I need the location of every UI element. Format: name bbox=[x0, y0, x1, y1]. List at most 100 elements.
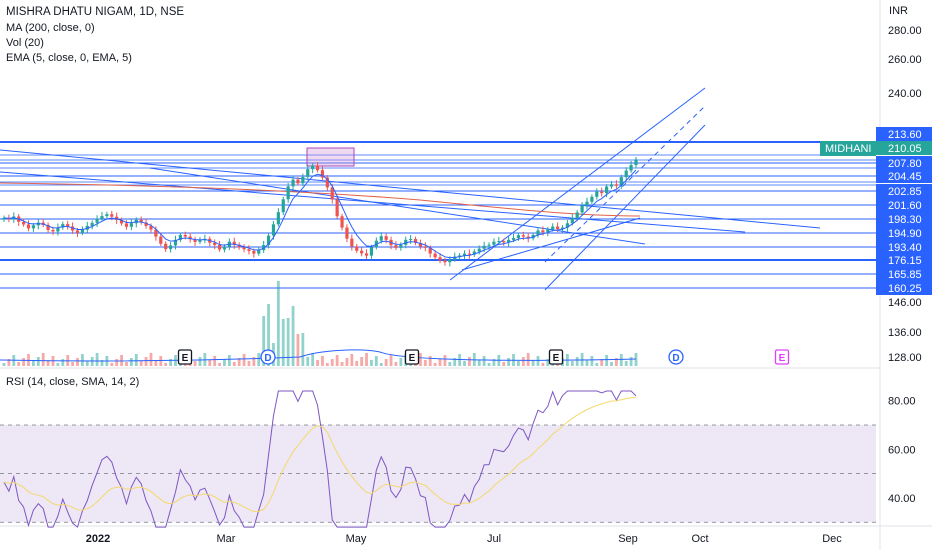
volume-bar bbox=[31, 361, 35, 366]
volume-bar bbox=[605, 355, 609, 366]
candle-body bbox=[168, 245, 173, 250]
candle-body bbox=[399, 244, 403, 248]
volume-bar bbox=[541, 363, 545, 366]
volume-bar bbox=[521, 357, 525, 366]
candle-body bbox=[575, 212, 579, 218]
price-label-box bbox=[876, 281, 932, 295]
volume-bar bbox=[443, 355, 447, 366]
volume-bar bbox=[247, 361, 251, 366]
volume-bar bbox=[345, 358, 349, 366]
candle-body bbox=[61, 224, 65, 228]
candle-body bbox=[614, 184, 619, 186]
candle-body bbox=[580, 205, 584, 213]
volume-bar bbox=[433, 363, 437, 366]
volume-bar bbox=[423, 360, 427, 366]
volume-bar bbox=[374, 356, 378, 366]
volume-bar bbox=[487, 363, 491, 366]
volume-bar bbox=[125, 362, 128, 366]
candle-body bbox=[159, 236, 163, 244]
candle-body bbox=[369, 247, 374, 256]
event-label: E bbox=[553, 353, 560, 364]
volume-bar bbox=[22, 358, 25, 366]
volume-bar bbox=[71, 362, 74, 366]
price-label: 201.60 bbox=[888, 200, 922, 212]
candle-body bbox=[428, 247, 432, 254]
event-earnings-marker bbox=[548, 349, 564, 365]
candle-body bbox=[595, 191, 599, 197]
candle-body bbox=[609, 184, 614, 187]
candle-body bbox=[276, 212, 280, 225]
candle-body bbox=[384, 236, 388, 240]
volume-bar bbox=[526, 353, 530, 366]
vol-legend[interactable]: Vol (20) bbox=[6, 37, 44, 49]
candle-body bbox=[482, 245, 486, 249]
volume-bar bbox=[610, 362, 613, 366]
volume-bar bbox=[262, 316, 266, 366]
volume-bar bbox=[585, 360, 589, 366]
event-dividend-marker bbox=[668, 349, 684, 365]
volume-bar bbox=[281, 319, 285, 366]
event-label: E bbox=[779, 353, 786, 364]
volume-bar bbox=[237, 358, 241, 366]
candle-body bbox=[178, 234, 182, 240]
volume-bar bbox=[100, 360, 104, 366]
volume-bar bbox=[169, 359, 172, 366]
candle-body bbox=[213, 242, 217, 245]
volume-bar bbox=[350, 354, 354, 366]
last-price-label: 210.05 bbox=[888, 143, 922, 155]
candle-body bbox=[404, 239, 408, 245]
volume-bar bbox=[242, 354, 246, 366]
x-axis-label: Oct bbox=[691, 533, 708, 545]
volume-bar bbox=[517, 361, 520, 366]
price-label: 165.85 bbox=[888, 269, 922, 281]
candle-body bbox=[320, 170, 325, 178]
candle-body bbox=[487, 244, 491, 246]
candle-body bbox=[585, 201, 589, 206]
channel-mid bbox=[544, 105, 706, 263]
y-axis-tick: 146.00 bbox=[888, 297, 922, 309]
candle-body bbox=[100, 216, 104, 219]
ma-legend[interactable]: MA (200, close, 0) bbox=[6, 22, 95, 34]
volume-bar bbox=[276, 281, 280, 366]
volume-bar bbox=[164, 363, 168, 366]
candle-body bbox=[551, 226, 555, 230]
channel-upper bbox=[449, 87, 706, 281]
volume-bar bbox=[301, 333, 305, 366]
candle-body bbox=[193, 239, 197, 242]
volume-bar bbox=[448, 362, 452, 366]
volume-bar bbox=[438, 359, 442, 366]
candle-body bbox=[164, 243, 168, 250]
volume-bar bbox=[213, 356, 217, 366]
candle-body bbox=[565, 223, 570, 228]
candle-body bbox=[311, 165, 315, 170]
ema-legend[interactable]: EMA (5, close, 0, EMA, 5) bbox=[6, 52, 132, 64]
candle-body bbox=[252, 250, 256, 254]
price-label-box bbox=[876, 169, 932, 183]
candle-body bbox=[56, 227, 60, 232]
candle-body bbox=[521, 235, 525, 237]
event-label: E bbox=[182, 353, 189, 364]
price-label-box bbox=[876, 212, 932, 226]
price-label-box bbox=[876, 240, 932, 254]
candle-body bbox=[124, 223, 129, 227]
candle-body bbox=[477, 248, 481, 252]
volume-bar bbox=[546, 359, 550, 366]
volume-bar bbox=[428, 356, 432, 366]
volume-bar bbox=[306, 357, 310, 366]
candle-body bbox=[95, 218, 99, 223]
candle-body bbox=[315, 165, 320, 171]
currency-label[interactable]: INR bbox=[889, 5, 908, 17]
candle-body bbox=[80, 229, 84, 233]
candle-body bbox=[413, 239, 418, 243]
volume-bar bbox=[286, 318, 290, 366]
rsi-legend[interactable]: RSI (14, close, SMA, 14, 2) bbox=[6, 376, 140, 388]
candle-body bbox=[472, 251, 476, 255]
event-dividend-marker bbox=[260, 349, 276, 365]
candle-body bbox=[232, 241, 236, 245]
price-label: 194.90 bbox=[888, 228, 922, 240]
x-axis-label: Dec bbox=[822, 533, 842, 545]
candle-body bbox=[75, 230, 80, 233]
candle-body bbox=[110, 214, 114, 217]
volume-bar bbox=[85, 361, 89, 366]
